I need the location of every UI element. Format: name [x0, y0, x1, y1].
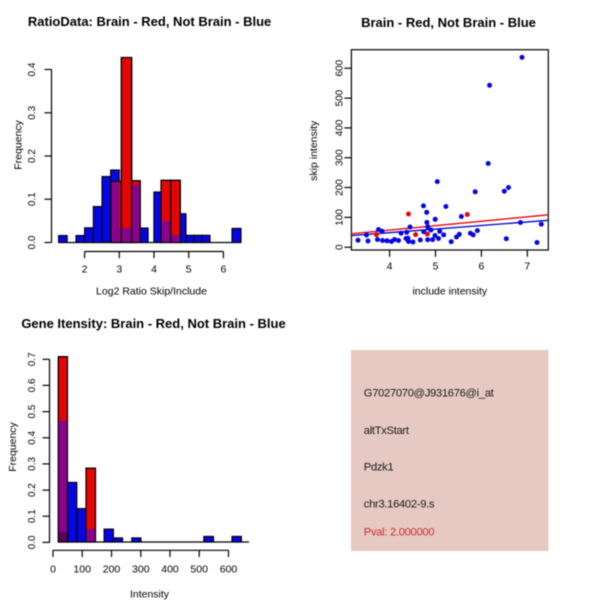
- svg-text:chr3.16402-9.s: chr3.16402-9.s: [364, 499, 435, 511]
- svg-text:0.1: 0.1: [27, 192, 38, 206]
- svg-text:0.7: 0.7: [27, 352, 38, 366]
- svg-text:0.3: 0.3: [27, 105, 38, 119]
- svg-text:200: 200: [103, 564, 121, 576]
- svg-text:0.4: 0.4: [27, 62, 38, 76]
- svg-text:Gene Itensity: Brain - Red, No: Gene Itensity: Brain - Red, Not Brain - …: [21, 316, 285, 331]
- svg-text:400: 400: [335, 119, 346, 136]
- svg-text:7: 7: [524, 261, 530, 273]
- svg-text:4: 4: [387, 261, 393, 273]
- svg-text:2: 2: [82, 264, 88, 276]
- svg-text:0.5: 0.5: [27, 404, 38, 418]
- svg-text:600: 600: [220, 564, 238, 576]
- svg-text:altTxStart: altTxStart: [364, 425, 410, 437]
- svg-text:0.4: 0.4: [27, 430, 38, 444]
- svg-text:5: 5: [433, 261, 439, 273]
- svg-text:300: 300: [335, 149, 346, 166]
- svg-text:600: 600: [335, 59, 346, 76]
- svg-text:0.0: 0.0: [27, 235, 38, 249]
- svg-text:Intensity: Intensity: [130, 589, 170, 601]
- svg-text:0.0: 0.0: [27, 535, 38, 549]
- svg-text:skip intensity: skip intensity: [308, 120, 320, 181]
- svg-text:0.2: 0.2: [27, 483, 38, 497]
- svg-text:Pdzk1: Pdzk1: [364, 461, 394, 473]
- svg-text:G7027070@J931676@i_at: G7027070@J931676@i_at: [364, 388, 495, 400]
- svg-text:0.1: 0.1: [27, 509, 38, 523]
- svg-text:5: 5: [186, 264, 192, 276]
- svg-text:500: 500: [335, 89, 346, 106]
- svg-text:0: 0: [335, 244, 346, 250]
- svg-text:6: 6: [478, 261, 484, 273]
- svg-text:Log2 Ratio Skip/Include: Log2 Ratio Skip/Include: [96, 286, 207, 298]
- svg-text:0.3: 0.3: [27, 457, 38, 471]
- svg-text:Frequency: Frequency: [13, 119, 25, 169]
- svg-text:200: 200: [335, 179, 346, 196]
- svg-text:300: 300: [132, 564, 150, 576]
- svg-text:500: 500: [190, 564, 208, 576]
- svg-text:400: 400: [161, 564, 179, 576]
- svg-text:Pval: 2.000000: Pval: 2.000000: [364, 527, 435, 539]
- svg-text:0.6: 0.6: [27, 378, 38, 392]
- svg-text:Frequency: Frequency: [7, 421, 19, 471]
- svg-text:100: 100: [335, 209, 346, 226]
- svg-text:RatioData: Brain - Red, Not Br: RatioData: Brain - Red, Not Brain - Blue: [28, 14, 271, 29]
- svg-text:4: 4: [151, 264, 157, 276]
- svg-text:0: 0: [50, 564, 56, 576]
- svg-text:100: 100: [73, 564, 91, 576]
- svg-text:6: 6: [220, 264, 226, 276]
- svg-text:3: 3: [116, 264, 122, 276]
- svg-text:include intensity: include intensity: [412, 286, 487, 298]
- svg-text:Brain - Red, Not Brain - Blue: Brain - Red, Not Brain - Blue: [361, 15, 536, 30]
- svg-text:0.2: 0.2: [27, 149, 38, 163]
